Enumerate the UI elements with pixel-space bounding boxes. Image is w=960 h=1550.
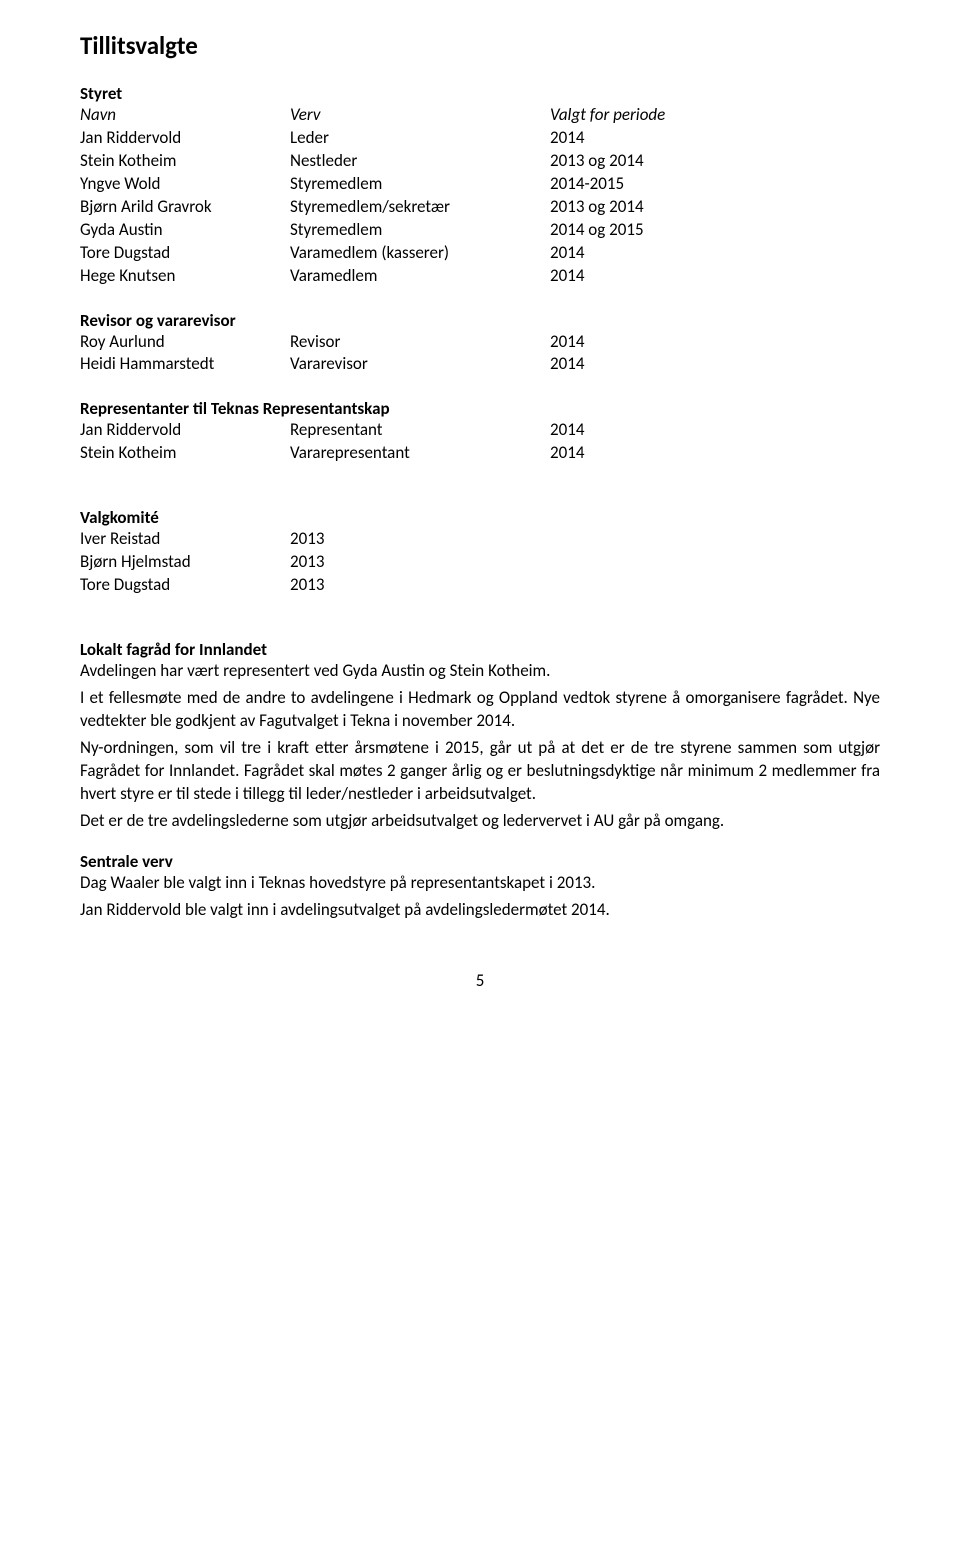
page-heading: Tillitsvalgte: [80, 30, 880, 61]
sentrale-title: Sentrale verv: [80, 851, 880, 872]
sentrale-p1: Dag Waaler ble valgt inn i Teknas hoveds…: [80, 872, 880, 895]
revisor-table: Roy AurlundRevisor2014 Heidi Hammarstedt…: [80, 331, 700, 377]
styret-title: Styret: [80, 83, 880, 104]
valgkomite-table: Iver Reistad2013 Bjørn Hjelmstad2013 Tor…: [80, 528, 370, 597]
fagrad-title: Lokalt fagråd for Innlandet: [80, 639, 880, 660]
fagrad-p3: Ny-ordningen, som vil tre i kraft etter …: [80, 737, 880, 806]
table-row: Yngve WoldStyremedlem2014-2015: [80, 173, 700, 196]
table-row: Bjørn Arild GravrokStyremedlem/sekretær2…: [80, 196, 700, 219]
styret-table: Navn Verv Valgt for periode Jan Riddervo…: [80, 104, 700, 288]
table-row: Roy AurlundRevisor2014: [80, 331, 700, 354]
styret-header-row: Navn Verv Valgt for periode: [80, 104, 700, 127]
sentrale-section: Sentrale verv Dag Waaler ble valgt inn i…: [80, 851, 880, 922]
fagrad-p4: Det er de tre avdelingslederne som utgjø…: [80, 810, 880, 833]
table-row: Stein KotheimVararepresentant2014: [80, 442, 700, 465]
fagrad-p2: I et fellesmøte med de andre to avdeling…: [80, 687, 880, 733]
document-page: Tillitsvalgte Styret Navn Verv Valgt for…: [0, 0, 960, 1031]
representanter-section: Representanter til Teknas Representantsk…: [80, 398, 880, 465]
table-row: Jan RiddervoldRepresentant2014: [80, 419, 700, 442]
table-row: Bjørn Hjelmstad2013: [80, 551, 370, 574]
table-row: Gyda AustinStyremedlem2014 og 2015: [80, 219, 700, 242]
col-verv: Verv: [290, 104, 550, 127]
revisor-section: Revisor og vararevisor Roy AurlundReviso…: [80, 310, 880, 377]
revisor-title: Revisor og vararevisor: [80, 310, 880, 331]
fagrad-section: Lokalt fagråd for Innlandet Avdelingen h…: [80, 639, 880, 833]
table-row: Tore Dugstad2013: [80, 574, 370, 597]
col-navn: Navn: [80, 104, 290, 127]
table-row: Hege KnutsenVaramedlem2014: [80, 265, 700, 288]
table-row: Stein KotheimNestleder2013 og 2014: [80, 150, 700, 173]
table-row: Jan RiddervoldLeder2014: [80, 127, 700, 150]
valgkomite-section: Valgkomité Iver Reistad2013 Bjørn Hjelms…: [80, 507, 880, 597]
table-row: Iver Reistad2013: [80, 528, 370, 551]
table-row: Tore DugstadVaramedlem (kasserer)2014: [80, 242, 700, 265]
table-row: Heidi HammarstedtVararevisor2014: [80, 353, 700, 376]
representanter-table: Jan RiddervoldRepresentant2014 Stein Kot…: [80, 419, 700, 465]
styret-section: Styret Navn Verv Valgt for periode Jan R…: [80, 83, 880, 288]
sentrale-p2: Jan Riddervold ble valgt inn i avdelings…: [80, 899, 880, 922]
valgkomite-title: Valgkomité: [80, 507, 880, 528]
fagrad-p1: Avdelingen har vært representert ved Gyd…: [80, 660, 880, 683]
representanter-title: Representanter til Teknas Representantsk…: [80, 398, 880, 419]
page-number: 5: [80, 970, 880, 991]
col-periode: Valgt for periode: [550, 104, 700, 127]
